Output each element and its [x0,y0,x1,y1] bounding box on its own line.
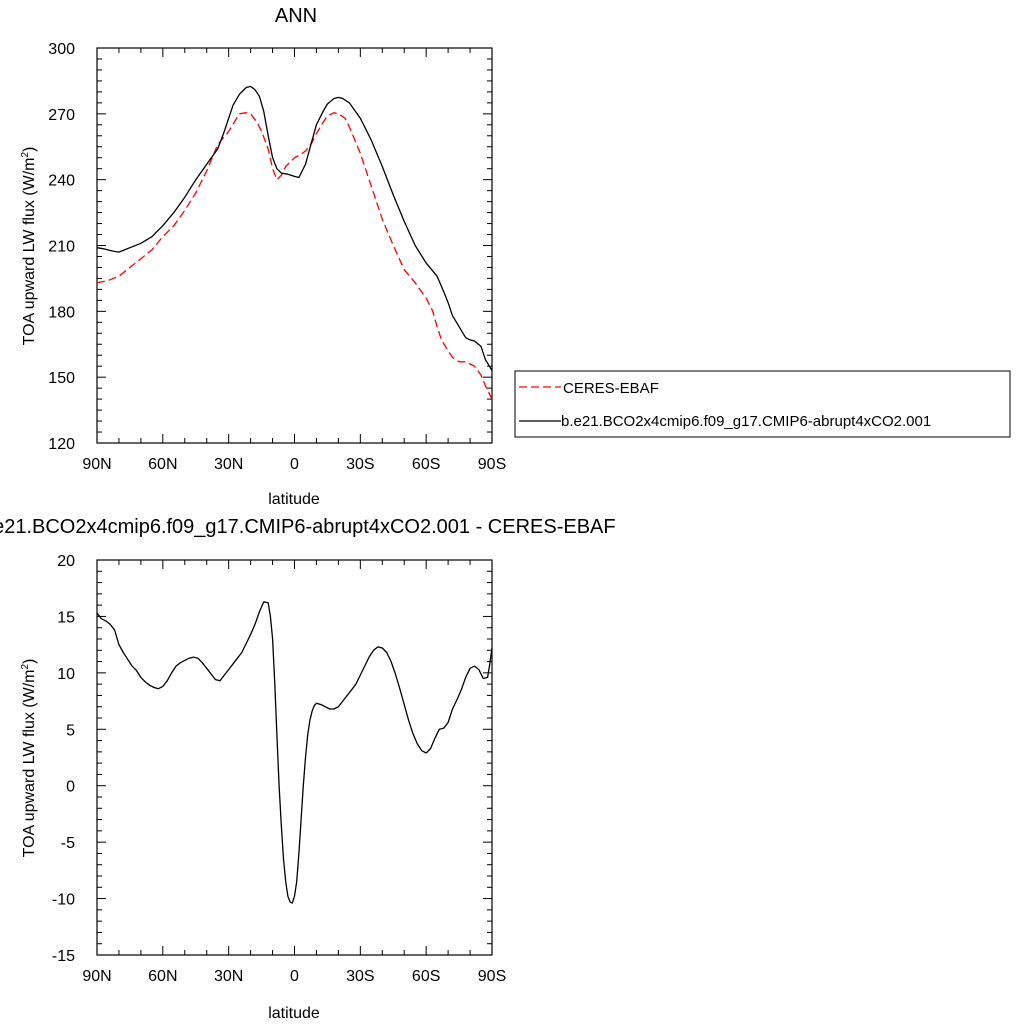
bottom-y-axis-title: TOA upward LW flux (W/m2) [20,659,38,858]
bottom-series-line-difference [96,601,493,904]
top-x-tick-label: 60N [148,456,177,473]
legend: CERES-EBAF b.e21.BCO2x4cmip6.f09_g17.CMI… [514,370,1011,438]
top-chart-title: ANN [275,5,317,27]
bottom-y-tick-label: 20 [57,553,75,570]
legend-label-ceres: CERES-EBAF [563,380,659,397]
top-x-tick-label: 90S [478,456,506,473]
top-x-tick-label: 90N [82,456,111,473]
top-y-tick-label: 180 [48,304,75,321]
bottom-y-axis-title-sup: 2 [20,664,31,670]
bottom-y-tick-label: 5 [66,722,75,739]
legend-label-model: b.e21.BCO2x4cmip6.f09_g17.CMIP6-abrupt4x… [561,413,931,430]
bottom-x-axis-title: latitude [268,1005,320,1022]
top-plot-frame [96,47,493,444]
top-series-line-b [96,85,493,371]
top-x-tick-label: 60S [412,456,440,473]
bottom-y-tick-label: 15 [57,609,75,626]
top-y-tick-label: 300 [48,41,75,58]
top-y-tick-label: 120 [48,436,75,453]
top-y-tick-label: 270 [48,107,75,124]
bottom-y-axis-title-main: TOA upward LW flux (W/m [21,670,38,858]
bottom-y-tick-label: -15 [52,948,75,965]
top-y-tick-label: 210 [48,239,75,256]
bottom-x-tick-label: 30N [214,968,243,985]
top-y-tick-label: 150 [48,370,75,387]
bottom-x-tick-label: 90N [82,968,111,985]
bottom-y-tick-label: -5 [61,835,75,852]
top-y-axis-title-main: TOA upward LW flux (W/m [21,158,38,346]
bottom-y-tick-label: 10 [57,666,75,683]
top-y-axis-title-sup: 2 [20,152,31,158]
top-x-tick-label: 0 [290,456,299,473]
top-series-line-ceres-ebaf [96,112,493,400]
bottom-y-tick-label: -10 [52,892,75,909]
bottom-y-axis-title-close: ) [21,659,38,664]
top-x-axis-title: latitude [268,491,320,508]
bottom-x-tick-label: 30S [346,968,374,985]
bottom-x-tick-label: 60N [148,968,177,985]
top-x-tick-label: 30S [346,456,374,473]
top-y-axis-title: TOA upward LW flux (W/m2) [20,147,38,346]
top-chart: 90N 60N 30N 0 30S 60S 90S 120 150 180 210 240 270 300 [48,41,506,473]
legend-box [514,370,1011,438]
top-y-axis-title-close: ) [21,147,38,152]
bottom-x-tick-label: 60S [412,968,440,985]
bottom-x-tick-label: 90S [478,968,506,985]
top-x-tick-label: 30N [214,456,243,473]
bottom-y-tick-label: 0 [66,779,75,796]
bottom-x-tick-label: 0 [290,968,299,985]
bottom-chart-title: b.e21.BCO2x4cmip6.f09_g17.CMIP6-abrupt4x… [0,516,616,538]
top-y-tick-label: 240 [48,173,75,190]
bottom-chart: 90N 60N 30N 0 30S 60S 90S -15 -10 -5 0 5 10 15 20 [52,553,506,985]
